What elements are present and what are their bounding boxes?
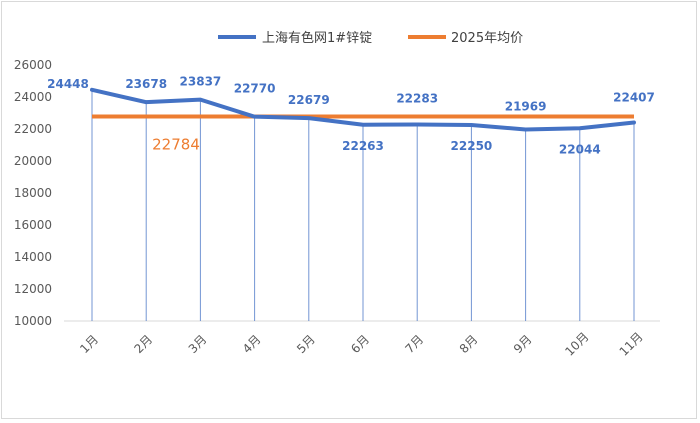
data-label: 22407 [613,90,655,104]
axes: 10000 12000 14000 16000 18000 20000 22000 24000… [14,58,660,359]
x-tick-label: 10月 [562,330,591,359]
y-tick-label: 20000 [14,154,52,168]
x-tick-label: 9月 [511,332,535,356]
y-tick-label: 10000 [14,314,52,328]
data-label: 23837 [180,75,222,89]
x-tick-label: 1月 [77,332,101,356]
legend-label-main: 上海有色网1#锌锭 [262,30,372,46]
data-label: 21969 [505,99,547,113]
average-label: 22784 [152,135,200,153]
x-tick-label: 5月 [294,332,318,356]
legend: 上海有色网1#锌锭 2025年均价 [218,30,523,46]
data-label: 22679 [288,93,330,107]
y-tick-label: 24000 [14,90,52,104]
x-tick-label: 4月 [240,332,264,356]
x-tick-label: 11月 [617,330,646,359]
data-label: 22283 [396,91,438,105]
x-tick-label: 8月 [457,332,481,356]
series-line-zinc [90,87,636,132]
y-tick-label: 18000 [14,186,52,200]
data-labels: 24448 23678 23837 22770 22679 22263 22283 22250… [47,75,655,157]
data-label: 22250 [451,139,493,153]
data-label: 22263 [342,139,384,153]
y-tick-label: 16000 [14,218,52,232]
drop-lines [91,89,635,321]
series-lines [90,87,636,132]
x-tick-label: 2月 [131,332,155,356]
y-tick-label: 12000 [14,282,52,296]
x-tick-label: 7月 [402,332,426,356]
data-label: 22770 [234,82,276,96]
x-tick-label: 3月 [186,332,210,356]
data-label: 24448 [47,77,89,91]
y-tick-label: 14000 [14,250,52,264]
data-label: 22044 [559,142,601,156]
data-label: 23678 [125,77,167,91]
legend-label-avg: 2025年均价 [451,31,523,46]
y-tick-label: 26000 [14,58,52,72]
x-tick-label: 6月 [348,332,372,356]
y-tick-label: 22000 [14,122,52,136]
